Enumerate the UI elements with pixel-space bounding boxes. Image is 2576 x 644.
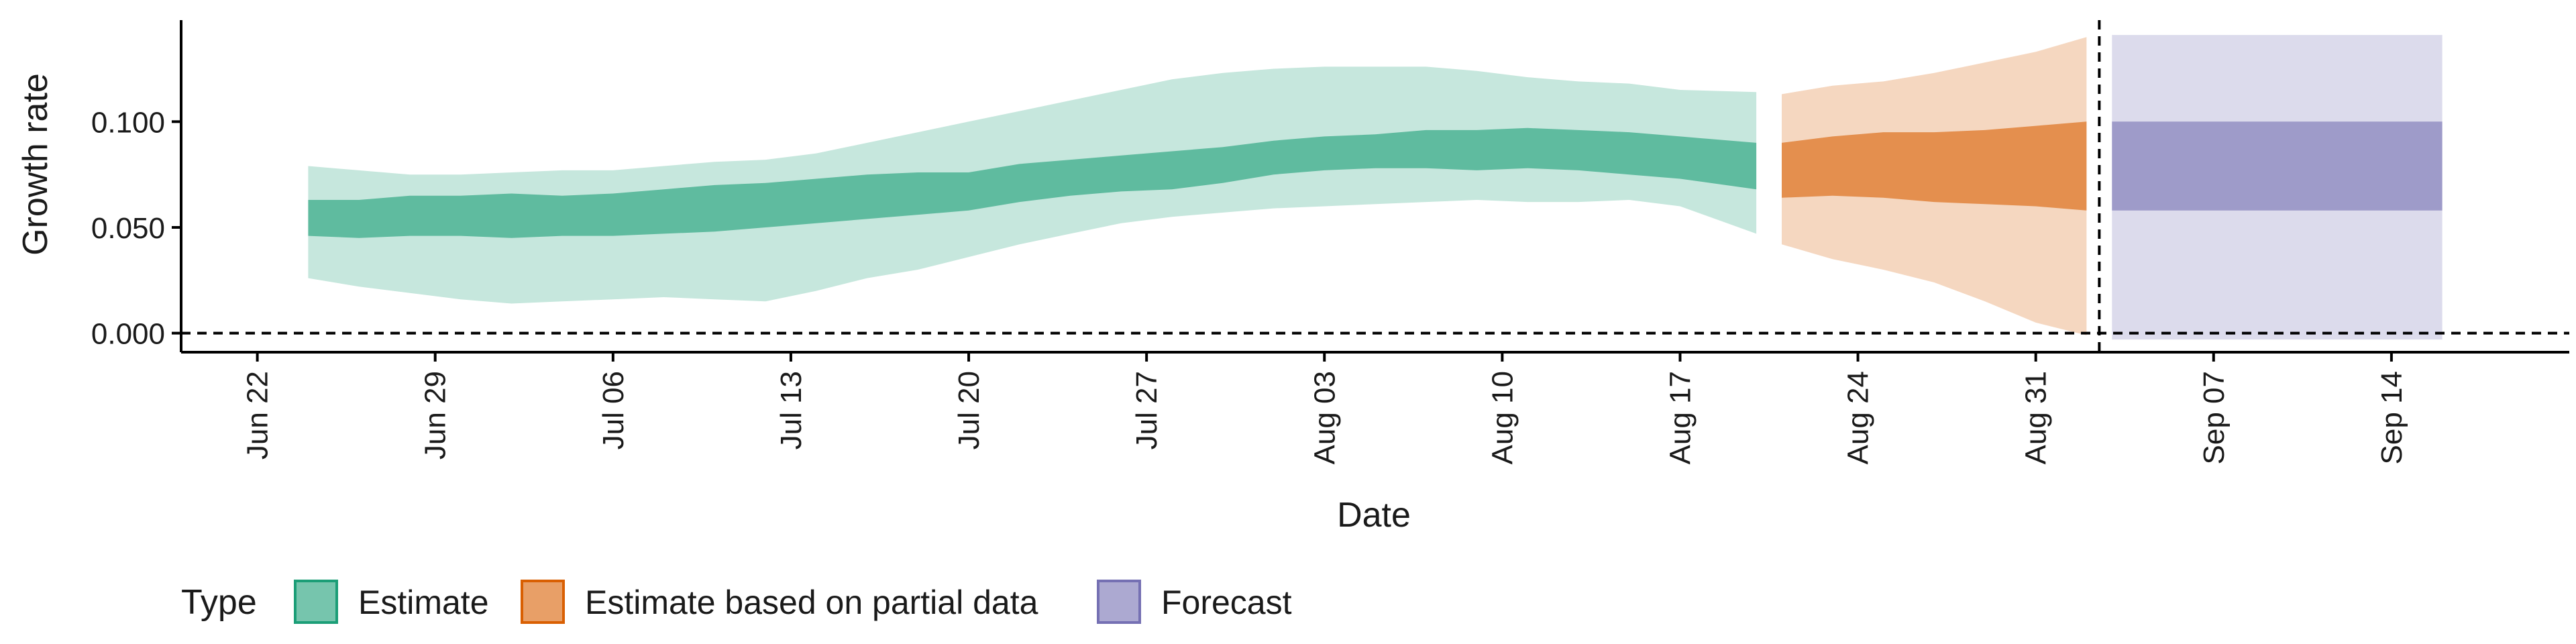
x-tick-label: Jun 29 xyxy=(419,371,452,460)
estimate-based-on-partial-data-50-band xyxy=(1782,121,2087,211)
legend-forecast-label: Forecast xyxy=(1161,584,1292,621)
x-tick-label: Jul 06 xyxy=(597,371,630,449)
legend-estimate-based-on-partial-data-swatch xyxy=(521,580,565,624)
legend-forecast-swatch xyxy=(1097,580,1141,624)
y-tick-label: 0.100 xyxy=(91,106,165,139)
x-tick-label: Jun 22 xyxy=(241,371,274,460)
x-tick-label: Sep 14 xyxy=(2375,371,2408,464)
plot-bands xyxy=(308,35,2443,340)
legend-title: Type xyxy=(181,583,257,622)
estimate-50-band xyxy=(308,127,1757,238)
legend-estimate-swatch xyxy=(294,580,338,624)
x-tick-label: Jul 13 xyxy=(775,371,808,449)
legend-estimate-based-on-partial-data-label: Estimate based on partial data xyxy=(585,584,1038,621)
legend-estimate-label: Estimate xyxy=(358,584,489,621)
x-tick-label: Aug 24 xyxy=(1842,371,1875,464)
x-tick-label: Sep 07 xyxy=(2198,371,2231,464)
x-tick-label: Aug 17 xyxy=(1664,371,1697,464)
reference-lines xyxy=(181,20,2569,352)
x-tick-label: Aug 10 xyxy=(1486,371,1519,464)
x-tick-label: Aug 03 xyxy=(1308,371,1341,464)
y-axis-label: Growth rate xyxy=(16,73,55,256)
y-tick-label: 0.050 xyxy=(91,212,165,245)
y-tick-label: 0.000 xyxy=(91,318,165,351)
x-tick-label: Jul 27 xyxy=(1130,371,1163,449)
x-tick-label: Jul 20 xyxy=(953,371,985,449)
legend: Type Estimate Estimate based on partial d… xyxy=(181,580,1292,624)
x-tick-label: Aug 31 xyxy=(2020,371,2053,464)
axes: 0.000 0.050 0.100 Jun 22 Jun 29 Jul 06 Jul 13 J… xyxy=(91,20,2569,464)
x-axis-label: Date xyxy=(1337,496,1411,535)
forecast-50-band xyxy=(2112,121,2443,211)
